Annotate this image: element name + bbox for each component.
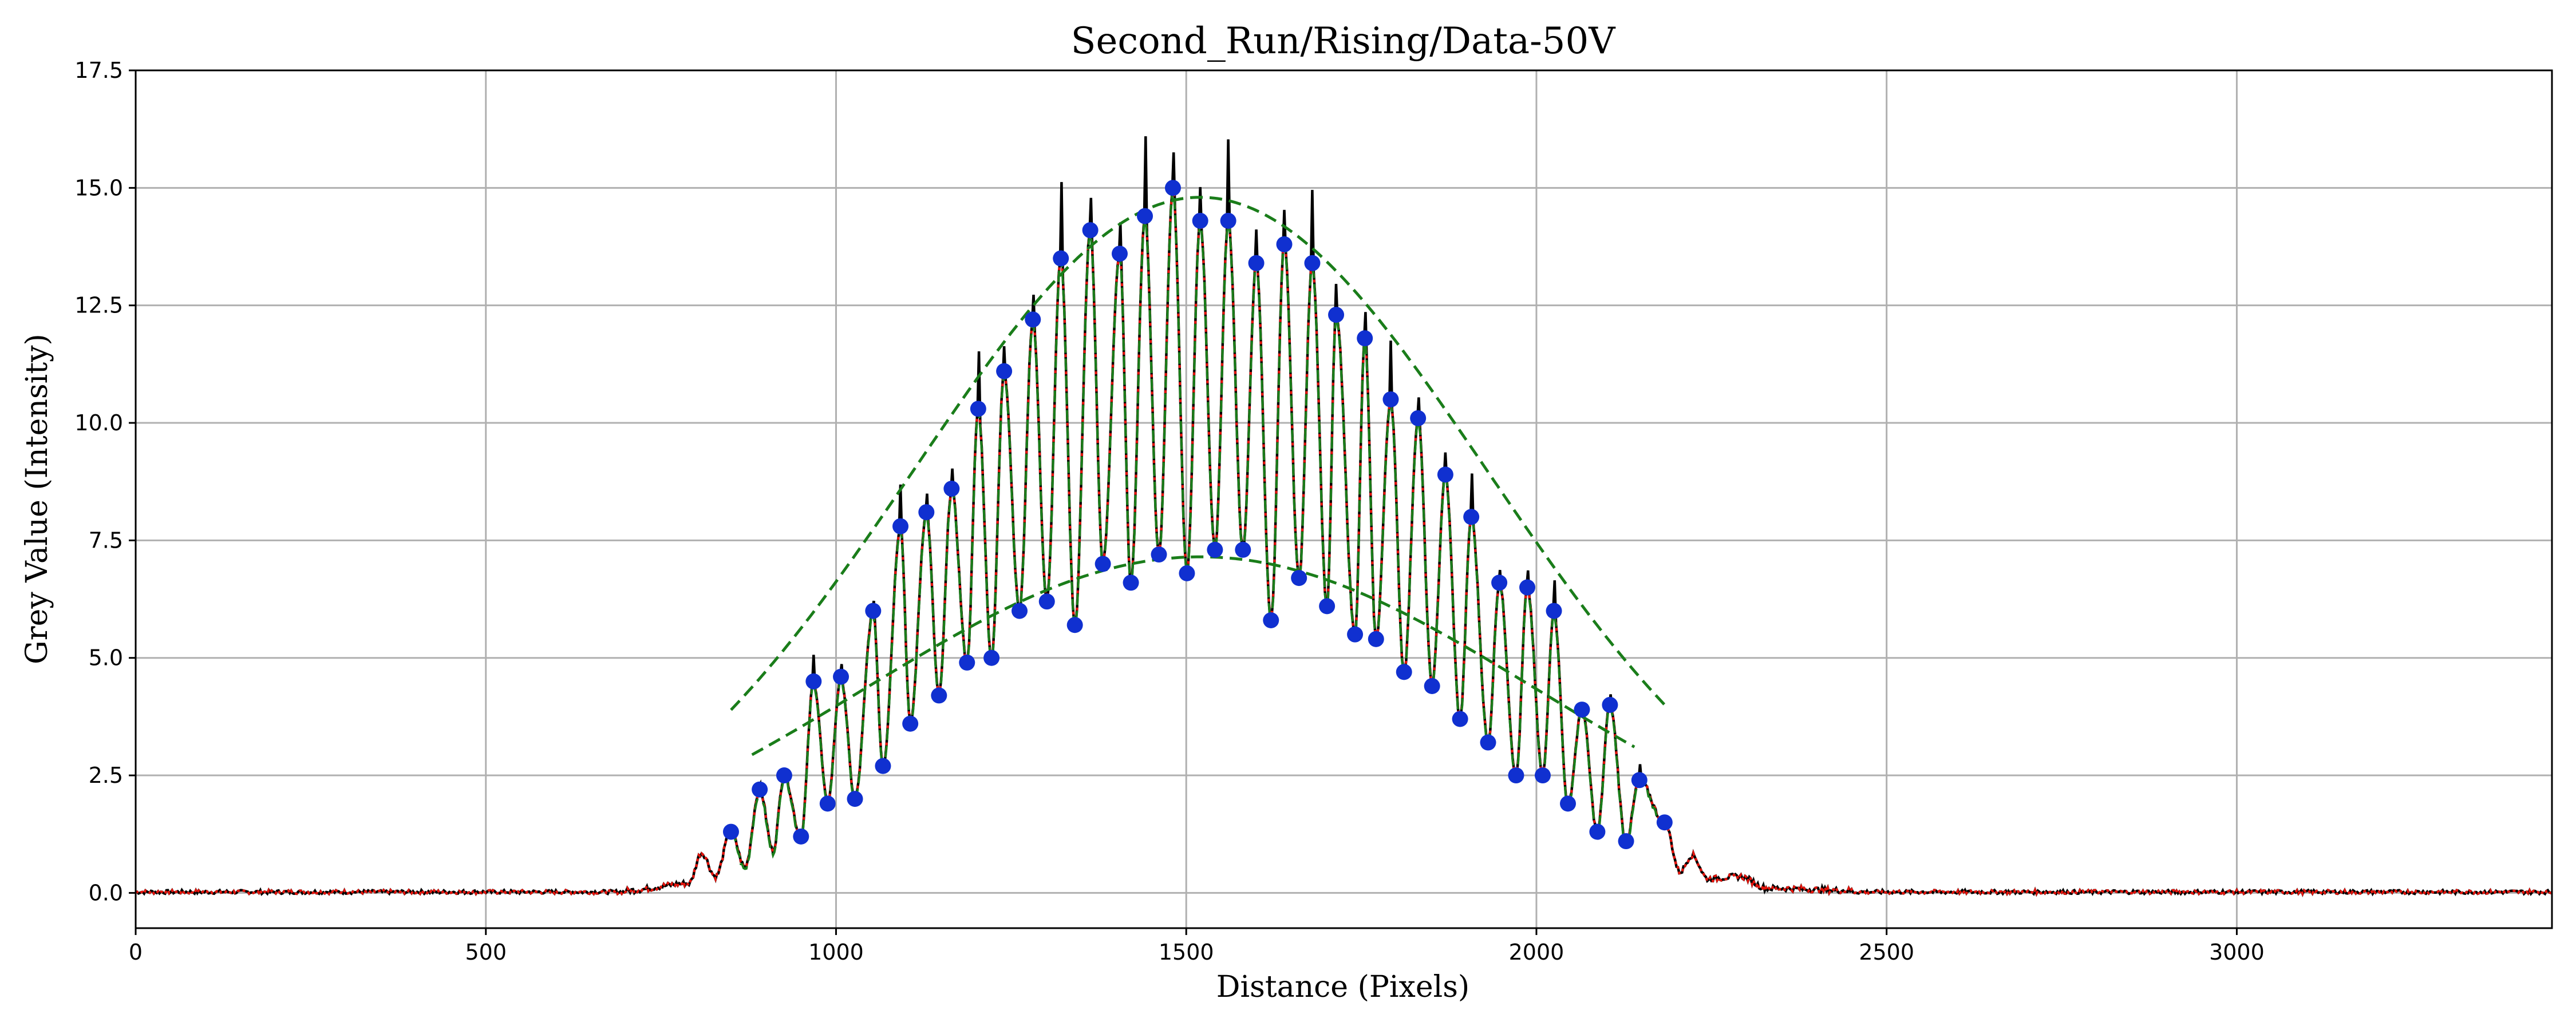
minimum-point xyxy=(1618,833,1634,850)
minimum-point xyxy=(1207,541,1223,558)
x-tick-label: 500 xyxy=(465,940,507,965)
maximum-point xyxy=(918,504,935,521)
maximum-point xyxy=(805,673,822,690)
maximum-point xyxy=(1574,702,1590,718)
minimum-point xyxy=(983,649,1000,666)
x-tick-label: 3000 xyxy=(2209,940,2265,965)
y-axis-label: Grey Value (Intensity) xyxy=(20,334,54,664)
maximum-point xyxy=(1546,603,1562,619)
maximum-point xyxy=(943,481,960,497)
minimum-point xyxy=(1319,598,1336,615)
maximum-point xyxy=(1437,466,1453,483)
maximum-point xyxy=(1164,180,1181,196)
x-axis-label: Distance (Pixels) xyxy=(1216,970,1469,1004)
maximum-point xyxy=(1491,575,1508,591)
maximum-point xyxy=(1304,255,1321,271)
minimum-point xyxy=(1534,767,1551,784)
maximum-point xyxy=(1357,330,1373,347)
maximum-point xyxy=(1220,212,1236,229)
maximum-point xyxy=(1192,212,1208,229)
x-tick-label: 1500 xyxy=(1159,940,1214,965)
minimum-point xyxy=(1589,823,1606,840)
maximum-point xyxy=(1111,245,1128,262)
minimum-point xyxy=(1151,546,1167,563)
upper-envelope-line xyxy=(730,196,1668,711)
x-tick-label: 2500 xyxy=(1859,940,1914,965)
maximum-point xyxy=(996,363,1013,379)
maximum-point xyxy=(1276,236,1293,252)
y-tick-label: 12.5 xyxy=(74,293,123,318)
minimum-point xyxy=(1424,678,1440,694)
maximum-point xyxy=(865,603,882,619)
plot-area xyxy=(135,136,2553,897)
minimum-point xyxy=(1560,795,1577,812)
maximum-point xyxy=(1248,255,1265,271)
maximum-point xyxy=(1656,814,1673,831)
minimum-point xyxy=(793,828,809,845)
maximum-point xyxy=(1137,208,1153,224)
minimum-point xyxy=(847,791,863,807)
maximum-point xyxy=(776,767,792,784)
maximum-point xyxy=(1519,579,1536,596)
minimum-point xyxy=(902,715,919,732)
minimum-point xyxy=(1396,664,1412,680)
x-tick-label: 2000 xyxy=(1509,940,1564,965)
minimum-point xyxy=(1452,711,1468,727)
minimum-point xyxy=(1347,626,1364,643)
maximum-point xyxy=(1463,509,1480,525)
maximum-point xyxy=(752,781,768,798)
lower-envelope-line xyxy=(751,555,1635,756)
raw-signal-line xyxy=(135,136,2553,897)
plot-frame xyxy=(135,69,2553,929)
chart-title: Second_Run/Rising/Data-50V xyxy=(1071,20,1617,62)
minimum-point xyxy=(1480,734,1496,751)
gridlines xyxy=(135,69,2552,928)
maximum-point xyxy=(1025,311,1041,328)
y-tick-label: 0.0 xyxy=(89,880,123,905)
minimum-point xyxy=(1038,593,1055,610)
minimum-point xyxy=(1291,570,1307,587)
minimum-point xyxy=(1263,612,1279,629)
y-tick-label: 5.0 xyxy=(89,645,123,671)
minimum-point xyxy=(1012,603,1028,619)
minimum-point xyxy=(1066,617,1083,633)
maximum-point xyxy=(1382,391,1399,407)
maximum-point xyxy=(1602,696,1618,713)
maximum-point xyxy=(1328,307,1345,323)
maximum-point xyxy=(1410,410,1427,426)
maximum-point xyxy=(1082,222,1099,239)
minimum-point xyxy=(1508,767,1524,784)
y-axis: 0.0 2.5 5.0 7.5 10.0 12.5 15.0 17.5 xyxy=(74,58,136,905)
minimum-point xyxy=(1095,556,1111,572)
maximum-point xyxy=(970,401,986,417)
x-tick-label: 0 xyxy=(129,940,143,965)
y-tick-label: 2.5 xyxy=(89,763,123,788)
y-tick-label: 7.5 xyxy=(89,528,123,553)
minimum-point xyxy=(819,795,836,812)
x-tick-label: 1000 xyxy=(808,940,864,965)
x-axis: 0 500 1000 1500 2000 2500 3000 xyxy=(129,928,2265,965)
maximum-point xyxy=(1631,772,1647,789)
minimum-point xyxy=(1123,575,1139,591)
minimum-point xyxy=(1179,565,1195,581)
minimum-point xyxy=(959,654,975,671)
maximum-point xyxy=(722,823,739,840)
minimum-point xyxy=(875,758,891,774)
minimum-point xyxy=(1235,541,1251,558)
maximum-point xyxy=(892,518,909,534)
minimum-point xyxy=(1368,631,1384,647)
fit-line xyxy=(730,189,1666,870)
y-tick-label: 17.5 xyxy=(74,58,123,83)
y-tick-label: 10.0 xyxy=(74,410,123,435)
maximum-point xyxy=(833,668,850,685)
y-tick-label: 15.0 xyxy=(74,175,123,200)
minimum-point xyxy=(931,687,947,704)
maximum-point xyxy=(1053,250,1069,267)
